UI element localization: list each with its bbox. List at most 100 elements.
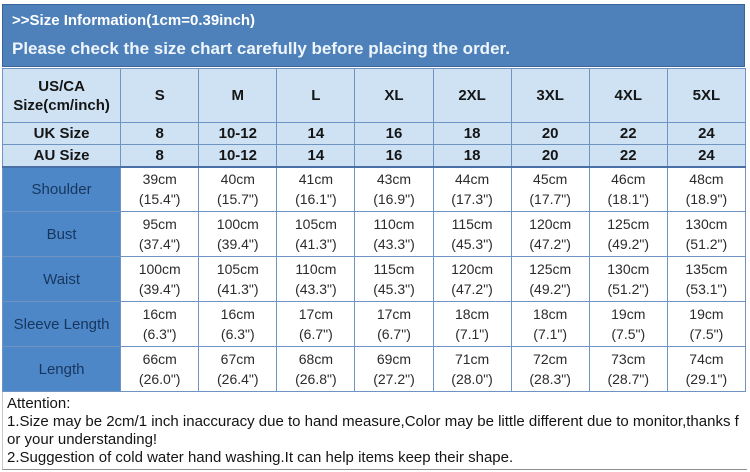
measurement-cm: 135cm [685,261,728,277]
measurement-inch: (17.3") [451,191,493,208]
size-column-header: M [198,68,278,123]
measurement-cell: 41cm (16.1") [276,166,356,212]
measurement-row-label: Waist [1,256,122,302]
measurement-cell: 95cm (37.4") [120,211,200,257]
measurement-cell: 44cm (17.3") [432,166,512,212]
measurement-inch: (16.9") [373,191,415,208]
measurement-cell: 19cm (7.5") [588,301,668,347]
measurement-cm: 17cm [376,306,412,322]
measurement-inch: (18.1") [607,191,650,208]
measurement-inch: (45.3") [451,236,493,252]
measurement-row: Bust 95cm (37.4") 100cm (39.4") 105cm (41.3") 1… [1,211,747,257]
size-value-cell: 22 [588,144,668,168]
measurement-inch: (6.7") [299,326,333,342]
measurement-cm: 18cm [454,306,490,322]
measurement-cm: 44cm [454,171,490,188]
measurement-cell: 68cm (26.8") [276,346,356,392]
measurement-cm: 18cm [533,306,568,322]
measurement-cm: 74cm [689,351,724,367]
size-row: AU Size 8 10-12 14 16 18 20 22 24 [1,144,747,168]
measurement-inch: (15.4") [138,191,181,208]
measurement-cell: 125cm (49.2") [510,256,590,302]
measurement-cell: 19cm (7.5") [666,301,747,347]
page-subtitle: Please check the size chart carefully be… [12,39,510,58]
measurement-inch: (41.3") [295,236,337,252]
measurement-inch: (28.0") [451,371,493,387]
size-row-label: AU Size [1,144,122,168]
attention-item: 1.Size may be 2cm/1 inch inaccuracy due … [7,413,739,448]
measurement-row: Waist 100cm (39.4") 105cm (41.3") 110cm (43.3"… [1,256,747,302]
measurement-inch: (16.1") [295,191,337,208]
measurement-cm: 45cm [533,171,568,188]
size-value-cell: 8 [120,122,200,145]
measurement-inch: (43.3") [373,236,415,252]
measurement-inch: (26.8") [295,371,337,387]
measurement-cell: 40cm (15.7") [198,166,278,212]
measurement-cell: 130cm (51.2") [588,256,668,302]
measurement-inch: (7.5") [689,326,724,342]
measurement-inch: (28.7") [607,371,650,387]
measurement-cm: 100cm [216,216,259,232]
measurement-cell: 16cm (6.3") [198,301,278,347]
measurement-inch: (7.5") [611,326,646,342]
measurement-cm: 71cm [454,351,490,367]
measurement-cm: 95cm [142,216,177,232]
measurement-inch: (39.4") [138,281,181,297]
measurement-inch: (45.3") [373,281,415,297]
size-column-header: 2XL [432,68,512,123]
measurement-cm: 39cm [142,171,177,188]
measurement-cm: 125cm [529,261,572,277]
measurement-cell: 125cm (49.2") [588,211,668,257]
size-column-header: 3XL [510,68,590,123]
measurement-row: Shoulder 39cm (15.4") 40cm (15.7") 41cm (16.1"… [1,166,747,212]
measurement-cm: 72cm [533,351,568,367]
measurement-cm: 16cm [142,306,177,322]
measurement-cell: 48cm (18.9") [666,166,747,212]
measurement-cm: 48cm [689,171,724,188]
measurement-row-label: Shoulder [1,166,122,212]
measurement-cm: 68cm [298,351,333,367]
measurement-cm: 120cm [451,261,494,277]
measurement-cell: 45cm (17.7") [510,166,590,212]
measurement-cm: 73cm [611,351,646,367]
measurement-inch: (7.1") [533,326,568,342]
size-value-cell: 22 [588,122,668,145]
measurement-cm: 41cm [298,171,333,188]
measurement-inch: (7.1") [455,326,489,342]
measurement-cell: 135cm (53.1") [666,256,747,302]
size-table: US/CA Size(cm/inch) S M L XL 2XL 3XL 4XL 5XL UK Si… [1,68,747,392]
measurement-cell: 18cm (7.1") [432,301,512,347]
measurement-cm: 110cm [373,216,415,232]
measurement-cell: 46cm (18.1") [588,166,668,212]
measurement-cm: 16cm [220,306,255,322]
measurement-cell: 115cm (45.3") [354,256,434,302]
size-column-header: S [120,68,200,123]
measurement-row: Length 66cm (26.0") 67cm (26.4") 68cm (26.8") 6… [1,346,747,392]
measurement-cell: 73cm (28.7") [588,346,668,392]
corner-header-line2: Size(cm/inch) [13,96,110,114]
size-value-cell: 16 [354,144,434,168]
measurement-cell: 105cm (41.3") [276,211,356,257]
measurement-cm: 69cm [376,351,412,367]
measurement-row-label: Length [1,346,122,392]
measurement-inch: (6.7") [377,326,411,342]
measurement-row-label: Sleeve Length [1,301,122,347]
measurement-inch: (15.7") [217,191,259,208]
measurement-cell: 115cm (45.3") [432,211,512,257]
page-title: >>Size Information(1cm=0.39inch) [12,12,255,29]
measurement-cell: 120cm (47.2") [432,256,512,302]
measurement-cm: 105cm [216,261,259,277]
attention-item: 2.Suggestion of cold water hand washing.… [7,449,514,466]
size-value-cell: 18 [432,144,512,168]
corner-header: US/CA Size(cm/inch) [1,68,122,123]
measurement-inch: (47.2") [451,281,493,297]
measurement-cm: 46cm [611,171,646,188]
measurement-cell: 43cm (16.9") [354,166,434,212]
attention-title: Attention: [7,395,71,412]
measurement-inch: (27.2") [373,371,415,387]
measurement-inch: (26.0") [138,371,181,387]
measurement-cm: 115cm [451,216,493,232]
banner: >>Size Information(1cm=0.39inch) Please … [2,4,745,67]
size-value-cell: 10-12 [198,122,278,145]
